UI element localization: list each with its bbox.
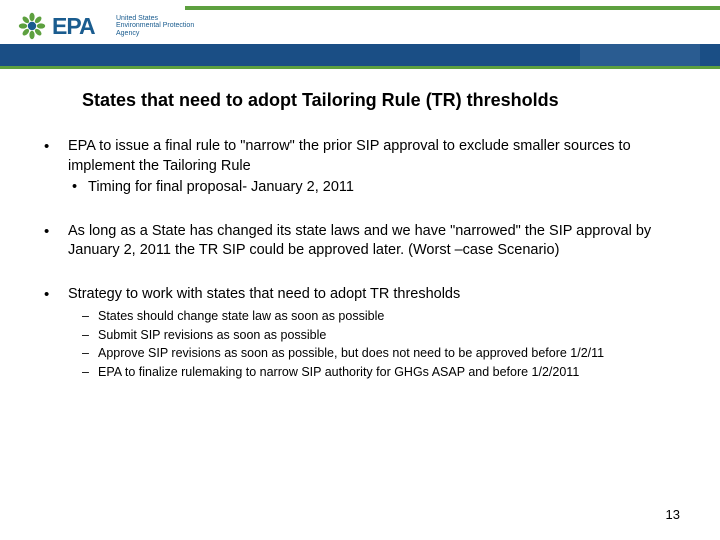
dash-bullet-list: States should change state law as soon a…: [68, 308, 678, 381]
header-blue-band-accent: [580, 44, 700, 66]
epa-wordmark-icon: EPA: [52, 13, 110, 39]
slide-header: EPA United States Environmental Protecti…: [0, 0, 720, 70]
dash-bullet-item: EPA to finalize rulemaking to narrow SIP…: [68, 364, 678, 382]
sub-bullet-item: Timing for final proposal- January 2, 20…: [68, 178, 678, 198]
dash-bullet-item: Approve SIP revisions as soon as possibl…: [68, 345, 678, 363]
dash-bullet-text: Submit SIP revisions as soon as possible: [98, 328, 326, 342]
bullet-list: EPA to issue a final rule to "narrow" th…: [42, 137, 678, 381]
dash-bullet-item: States should change state law as soon a…: [68, 308, 678, 326]
logo-line1: United States: [116, 15, 194, 22]
slide-title: States that need to adopt Tailoring Rule…: [82, 90, 678, 111]
logo-line3: Agency: [116, 30, 194, 37]
epa-flower-icon: [18, 12, 46, 40]
dash-bullet-text: States should change state law as soon a…: [98, 309, 384, 323]
sub-bullet-list: Timing for final proposal- January 2, 20…: [68, 178, 678, 198]
dash-bullet-text: EPA to finalize rulemaking to narrow SIP…: [98, 365, 579, 379]
dash-bullet-text: Approve SIP revisions as soon as possibl…: [98, 346, 604, 360]
bullet-item: As long as a State has changed its state…: [42, 222, 678, 261]
dash-bullet-item: Submit SIP revisions as soon as possible: [68, 327, 678, 345]
slide-content: States that need to adopt Tailoring Rule…: [0, 70, 720, 381]
logo-line2: Environmental Protection: [116, 22, 194, 29]
sub-bullet-text: Timing for final proposal- January 2, 20…: [88, 179, 354, 195]
bullet-text: Strategy to work with states that need t…: [68, 286, 460, 302]
bullet-item: Strategy to work with states that need t…: [42, 285, 678, 382]
svg-text:EPA: EPA: [52, 13, 95, 39]
page-number: 13: [666, 507, 680, 522]
header-blue-band: [0, 44, 720, 66]
header-top-green-bar: [185, 6, 720, 10]
bullet-text: As long as a State has changed its state…: [68, 223, 651, 259]
bullet-item: EPA to issue a final rule to "narrow" th…: [42, 137, 678, 198]
epa-logo: EPA United States Environmental Protecti…: [18, 12, 194, 40]
bullet-text: EPA to issue a final rule to "narrow" th…: [68, 138, 631, 174]
epa-logo-subtext: United States Environmental Protection A…: [116, 15, 194, 37]
header-green-band: [0, 66, 720, 69]
